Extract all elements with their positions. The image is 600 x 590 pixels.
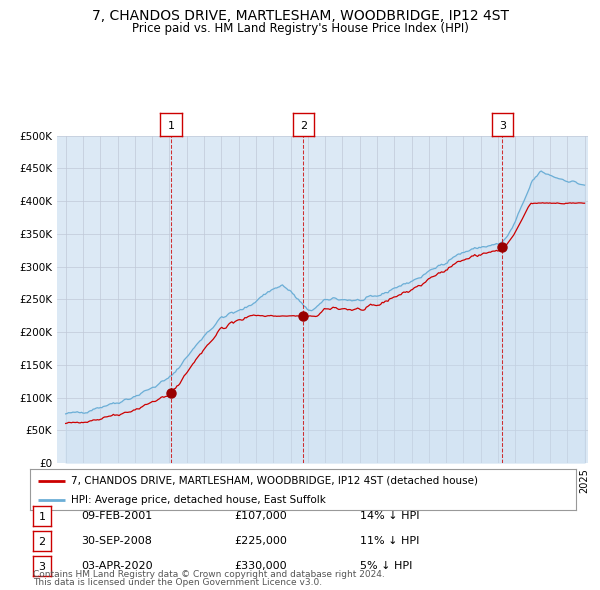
- Text: 2: 2: [300, 120, 307, 130]
- Text: 1: 1: [167, 120, 175, 130]
- Text: Price paid vs. HM Land Registry's House Price Index (HPI): Price paid vs. HM Land Registry's House …: [131, 22, 469, 35]
- Text: 7, CHANDOS DRIVE, MARTLESHAM, WOODBRIDGE, IP12 4ST (detached house): 7, CHANDOS DRIVE, MARTLESHAM, WOODBRIDGE…: [71, 476, 478, 486]
- Text: 1: 1: [38, 512, 46, 522]
- Text: 14% ↓ HPI: 14% ↓ HPI: [360, 512, 419, 521]
- Text: £330,000: £330,000: [234, 561, 287, 571]
- Text: 11% ↓ HPI: 11% ↓ HPI: [360, 536, 419, 546]
- Text: This data is licensed under the Open Government Licence v3.0.: This data is licensed under the Open Gov…: [33, 578, 322, 588]
- Text: £225,000: £225,000: [234, 536, 287, 546]
- Text: £107,000: £107,000: [234, 512, 287, 521]
- Text: 5% ↓ HPI: 5% ↓ HPI: [360, 561, 412, 571]
- Text: 03-APR-2020: 03-APR-2020: [81, 561, 152, 571]
- Text: 2: 2: [38, 537, 46, 547]
- Text: 09-FEB-2001: 09-FEB-2001: [81, 512, 152, 521]
- Text: 3: 3: [38, 562, 46, 572]
- Text: HPI: Average price, detached house, East Suffolk: HPI: Average price, detached house, East…: [71, 495, 326, 505]
- Text: 30-SEP-2008: 30-SEP-2008: [81, 536, 152, 546]
- Text: Contains HM Land Registry data © Crown copyright and database right 2024.: Contains HM Land Registry data © Crown c…: [33, 569, 385, 579]
- Text: 7, CHANDOS DRIVE, MARTLESHAM, WOODBRIDGE, IP12 4ST: 7, CHANDOS DRIVE, MARTLESHAM, WOODBRIDGE…: [91, 9, 509, 24]
- Text: 3: 3: [499, 120, 506, 130]
